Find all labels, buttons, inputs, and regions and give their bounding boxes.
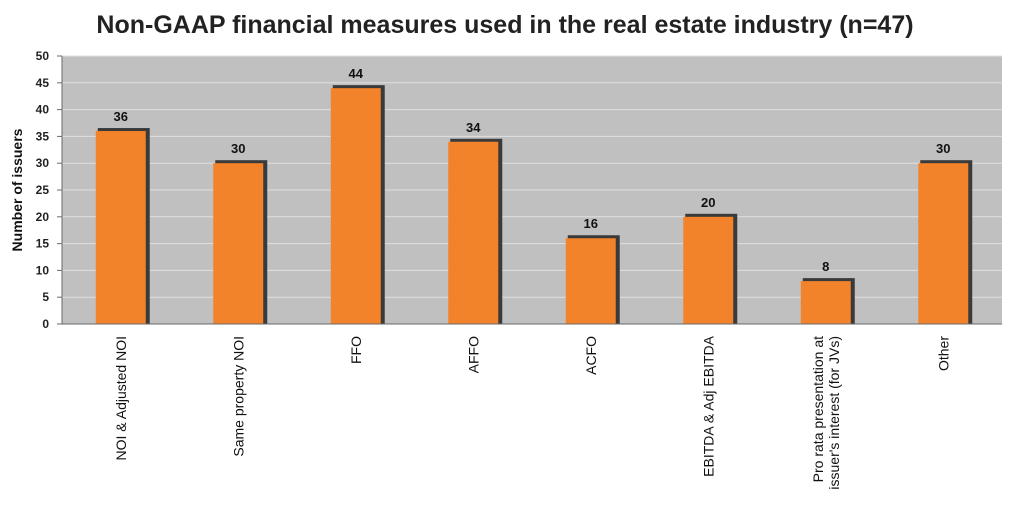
data-label: 16 <box>584 216 598 231</box>
bar-group: 30 <box>213 141 268 324</box>
y-tick-label: 15 <box>36 237 50 251</box>
bar <box>213 163 264 324</box>
data-label: 30 <box>936 141 950 156</box>
data-label: 30 <box>231 141 245 156</box>
bar-group: 36 <box>95 109 150 324</box>
bar <box>448 141 499 324</box>
x-axis-labels: NOI & Adjusted NOI Same property NOI FFO AF… <box>113 335 952 489</box>
y-tick-label: 40 <box>36 103 50 117</box>
data-label: 44 <box>349 66 364 81</box>
bar <box>918 163 969 324</box>
x-category-label: Same property NOI <box>230 336 246 457</box>
y-tick-label: 10 <box>36 263 50 277</box>
x-category-label: ACFO <box>583 336 599 375</box>
bar <box>95 131 146 324</box>
bar-group: 20 <box>683 195 738 324</box>
x-category-label: issuer's interest (for JVs) <box>826 336 842 490</box>
data-label: 20 <box>701 195 715 210</box>
bar-group: 44 <box>330 66 385 324</box>
data-label: 8 <box>822 259 829 274</box>
bar <box>565 238 616 324</box>
y-tick-label: 30 <box>36 156 50 170</box>
x-category-label: EBITDA & Adj EBITDA <box>700 335 716 476</box>
x-category-label: FFO <box>348 336 364 364</box>
bar <box>800 281 851 324</box>
chart-title: Non-GAAP financial measures used in the … <box>96 11 913 39</box>
bar-group: 16 <box>565 216 620 324</box>
y-axis-title: Number of issuers <box>9 128 25 251</box>
bar-group: 8 <box>800 259 855 324</box>
y-axis-ticks: 0 5 10 15 20 25 30 35 40 45 50 <box>36 49 62 331</box>
bars: 36 30 44 34 16 20 8 30 <box>95 66 973 324</box>
data-label: 36 <box>114 109 128 124</box>
y-tick-label: 35 <box>36 129 50 143</box>
data-label: 34 <box>466 120 481 135</box>
y-tick-label: 25 <box>36 183 50 197</box>
x-category-label: NOI & Adjusted NOI <box>113 336 129 461</box>
x-category-label: Pro rata presentation at <box>810 336 826 482</box>
y-tick-label: 0 <box>42 317 49 331</box>
x-category-label: AFFO <box>465 336 481 373</box>
y-tick-label: 45 <box>36 76 50 90</box>
bar <box>330 88 381 324</box>
bar-group: 30 <box>918 141 973 324</box>
x-category-label: Other <box>935 336 951 371</box>
bar <box>683 216 734 324</box>
y-tick-label: 5 <box>42 290 49 304</box>
y-tick-label: 50 <box>36 49 50 63</box>
y-tick-label: 20 <box>36 210 50 224</box>
bar-group: 34 <box>448 120 503 324</box>
